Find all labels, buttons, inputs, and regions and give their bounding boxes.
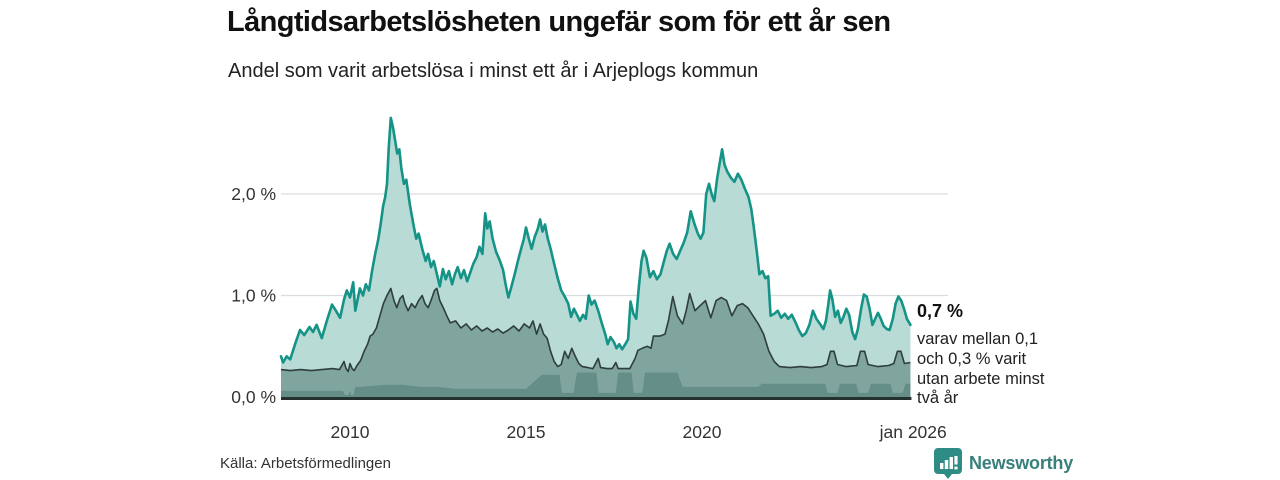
series-area: [281, 372, 911, 397]
logo-wordmark: Newsworthy: [969, 453, 1074, 473]
x-tick-label: 2020: [683, 422, 722, 442]
annotation-value: 0,7 %: [917, 301, 964, 321]
y-tick-label: 1,0 %: [231, 286, 276, 306]
logo-bubble-chart-icon: [934, 448, 962, 479]
y-tick-label: 2,0 %: [231, 184, 276, 204]
series-area: [281, 288, 911, 397]
two-year-line: [280, 287, 911, 373]
one-year-line: [279, 116, 912, 364]
x-tick-label: 2015: [507, 422, 546, 442]
newsworthy-logo: Newsworthy: [934, 448, 1073, 479]
source-label: Källa: Arbetsförmedlingen: [220, 455, 391, 472]
page-title: Långtidsarbetslösheten ungefär som för e…: [227, 6, 891, 38]
x-tick-label: jan 2026: [879, 422, 947, 442]
chart-subtitle: Andel som varit arbetslösa i minst ett å…: [228, 60, 759, 82]
y-tick-label: 0,0 %: [231, 387, 276, 407]
latest-value-annotation: 0,7 % varav mellan 0,1 och 0,3 % varit u…: [917, 301, 1067, 409]
x-tick-label: 2010: [331, 422, 370, 442]
annotation-description: varav mellan 0,1 och 0,3 % varit utan ar…: [917, 330, 1045, 408]
